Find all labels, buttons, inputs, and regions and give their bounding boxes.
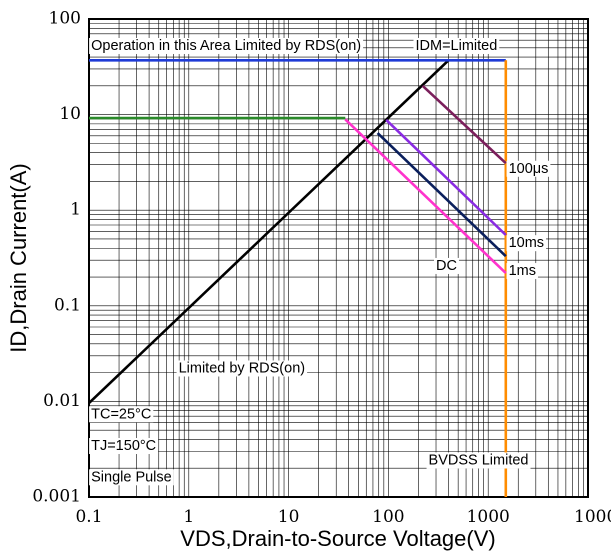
annotation-lbl_1ms: 1ms: [506, 263, 538, 280]
series-line-10ms: [385, 118, 507, 236]
annotation-text: BVDSS Limited: [429, 452, 529, 468]
y-tick-label: 100: [49, 9, 81, 29]
x-tick-label: 10: [278, 507, 300, 527]
y-tick-label: 1: [70, 200, 81, 220]
annotation-bg: [506, 235, 547, 252]
annotation-lbl_100us: 100μs: [506, 160, 551, 177]
annotation-bg: [89, 469, 174, 486]
series-line-100us: [421, 84, 507, 165]
grid: [88, 19, 588, 498]
annotation-bg: [89, 406, 154, 423]
annotation-text: IDM=Limited: [415, 38, 497, 54]
annotation-bg: [89, 438, 159, 455]
annotation-bvdss: BVDSS Limited: [426, 452, 531, 469]
annotation-bg: [89, 37, 364, 54]
x-axis-title: VDS,Drain-to-Source Voltage(V): [180, 526, 495, 551]
annotation-text: TC=25°C: [91, 406, 151, 422]
annotation-layer: Operation in this Area Limited by RDS(on…: [89, 37, 551, 486]
annotation-bg: [413, 37, 500, 54]
annotation-text: 100μs: [509, 161, 549, 177]
plot-frame: [88, 18, 589, 498]
y-tick-label: 0.1: [54, 295, 81, 315]
x-tick-label: 10000: [574, 507, 611, 527]
annotation-text: 10ms: [509, 235, 544, 251]
annotation-text: Single Pulse: [91, 469, 172, 485]
x-tick-label: 0.1: [75, 507, 102, 527]
series-line-dc: [344, 118, 507, 275]
annotation-text: 1ms: [509, 263, 536, 279]
y-axis-title: ID,Drain Current(A): [6, 163, 31, 352]
annotation-lbl_10ms: 10ms: [506, 235, 547, 252]
series-layer: [88, 58, 508, 497]
y-tick-label: 10: [59, 104, 81, 124]
annotation-pulse: Single Pulse: [89, 469, 174, 486]
annotation-bg: [506, 263, 538, 280]
annotation-text: Limited by RDS(on): [179, 360, 306, 376]
annotation-bg: [426, 452, 531, 469]
annotation-tc: TC=25°C: [89, 406, 154, 423]
annotation-text: Operation in this Area Limited by RDS(on…: [91, 38, 361, 54]
annotation-text: DC: [436, 258, 457, 274]
annotation-idm: IDM=Limited: [413, 37, 500, 54]
annotation-lbl_dc: DC: [434, 257, 459, 274]
annotation-bg: [176, 360, 308, 377]
series-line-rds_limit: [88, 59, 450, 405]
annotation-limited_rds: Limited by RDS(on): [176, 360, 308, 377]
annotation-text: TJ=150°C: [91, 438, 156, 454]
annotation-bg: [434, 257, 459, 274]
y-tick-label: 0.01: [43, 391, 81, 411]
annotation-op_area: Operation in this Area Limited by RDS(on…: [89, 37, 364, 54]
y-tick-label: 0.001: [32, 487, 81, 507]
y-tick-labels: 0.001 0.01 0.1 1 10 100: [32, 9, 81, 507]
annotation-tj: TJ=150°C: [89, 438, 159, 455]
annotation-bg: [506, 160, 551, 177]
x-tick-label: 100: [372, 507, 404, 527]
x-tick-label: 1: [183, 507, 194, 527]
series-line-1ms: [376, 132, 507, 258]
x-tick-label: 1000: [467, 507, 510, 527]
x-tick-labels: 0.1 1 10 100 1000 10000: [75, 507, 611, 527]
